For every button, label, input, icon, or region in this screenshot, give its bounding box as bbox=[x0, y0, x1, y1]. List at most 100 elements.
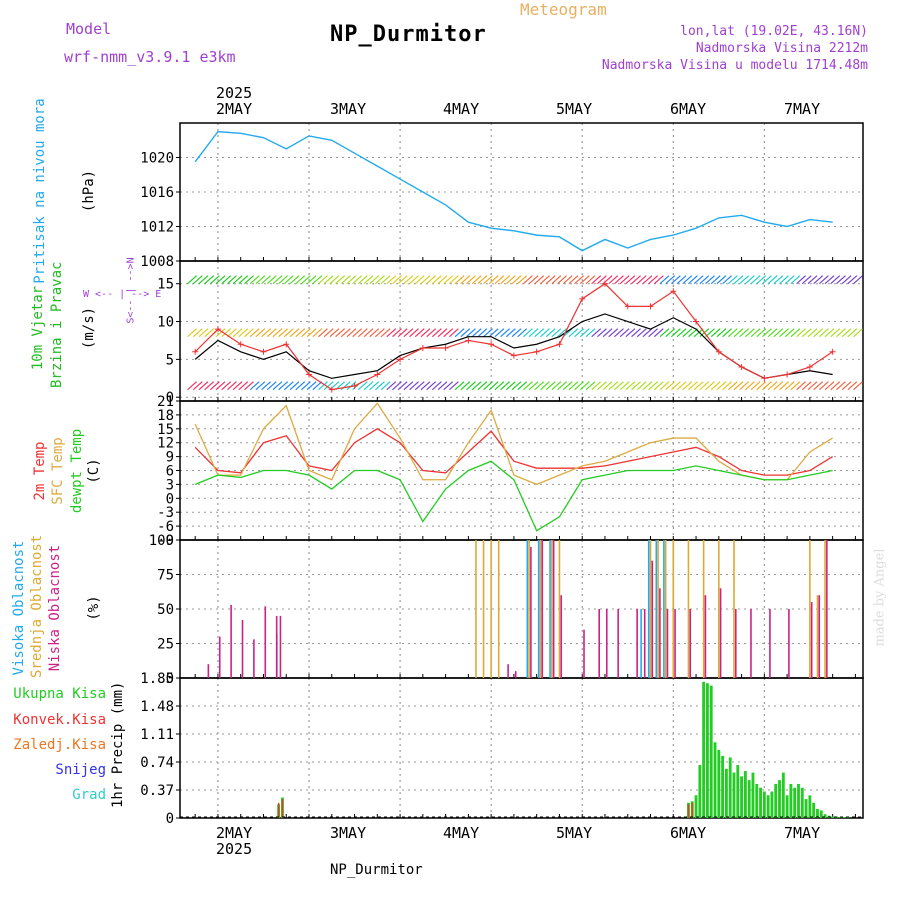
model-name: wrf-nmm_v3.9.1 e3km bbox=[64, 48, 236, 66]
wind-barb bbox=[255, 328, 266, 338]
wind-barb bbox=[796, 381, 806, 391]
wind-barb bbox=[232, 381, 243, 391]
wind-barb bbox=[511, 381, 522, 391]
wind-gust-marker bbox=[624, 303, 631, 310]
wind-barb bbox=[460, 381, 471, 391]
wind-gust-marker bbox=[510, 352, 517, 359]
precip-total-bar bbox=[823, 814, 827, 818]
wind-barb bbox=[261, 275, 271, 285]
wind-barb bbox=[392, 275, 402, 285]
wind-barb bbox=[437, 275, 448, 285]
wind-barb bbox=[682, 381, 693, 391]
day-bottom-3: 5MAY bbox=[556, 824, 593, 842]
wind-gust-marker bbox=[533, 348, 540, 355]
wind-barb bbox=[517, 275, 528, 285]
wind-barb bbox=[283, 328, 294, 338]
wind-barb bbox=[716, 381, 727, 391]
wind-barb bbox=[295, 381, 306, 391]
wind-barb bbox=[608, 328, 619, 338]
wind-barb bbox=[522, 328, 533, 338]
wind-barb bbox=[790, 328, 801, 338]
precip-total-bar bbox=[755, 783, 759, 818]
wind-barb bbox=[619, 381, 630, 391]
wind-barb bbox=[232, 275, 243, 285]
wind-barb bbox=[608, 381, 619, 391]
wind-gust-marker bbox=[397, 356, 404, 363]
wind-barb bbox=[238, 275, 249, 285]
wind-barb bbox=[340, 328, 351, 338]
wind-barb bbox=[266, 381, 277, 391]
precip-conv-bar bbox=[691, 802, 693, 818]
wind-barb bbox=[614, 381, 624, 391]
wind-barb bbox=[614, 328, 624, 338]
wind-gust-marker bbox=[465, 337, 472, 344]
wind-barb bbox=[653, 381, 664, 391]
wind-barb bbox=[574, 275, 585, 285]
wind-barb bbox=[585, 275, 596, 285]
wind-barb bbox=[591, 381, 602, 391]
precip-total-bar bbox=[785, 795, 789, 818]
wind-barb bbox=[483, 328, 493, 338]
wind-barb bbox=[818, 328, 829, 338]
precip-total-bar bbox=[694, 795, 698, 818]
wind-gust-marker bbox=[715, 348, 722, 355]
precip-total-bar bbox=[789, 783, 793, 818]
wind-barb bbox=[204, 275, 215, 285]
wind-barb bbox=[380, 381, 391, 391]
wind-gust-marker bbox=[761, 375, 768, 382]
wind-barb bbox=[716, 275, 727, 285]
wind-barb bbox=[204, 328, 215, 338]
precip-label-conv: Konvek.Kisa bbox=[13, 712, 106, 728]
wind-barb bbox=[631, 381, 641, 391]
wind-barb bbox=[779, 381, 789, 391]
y-tick-label: 5 bbox=[166, 352, 174, 368]
wind-barb bbox=[625, 381, 636, 391]
y-tick-label: -6 bbox=[157, 519, 174, 535]
wind-barb bbox=[500, 328, 511, 338]
wind-barb bbox=[517, 381, 528, 391]
wind-barb bbox=[357, 381, 368, 391]
wind-barb bbox=[375, 275, 385, 285]
wind-barb bbox=[727, 275, 738, 285]
precip-total-bar bbox=[804, 799, 808, 818]
wind-barb bbox=[227, 381, 237, 391]
wind-barb bbox=[739, 381, 750, 391]
pressure-line bbox=[194, 130, 833, 252]
wind-barb bbox=[557, 381, 567, 391]
wind-barb bbox=[369, 275, 380, 285]
wind-barb bbox=[187, 381, 197, 391]
wind-barb bbox=[665, 275, 676, 285]
wind-barb bbox=[813, 275, 824, 285]
wind-barb bbox=[784, 275, 795, 285]
wind-barb bbox=[454, 328, 465, 338]
wind-barb bbox=[363, 381, 374, 391]
wind-barb bbox=[209, 275, 220, 285]
wind-barb bbox=[830, 381, 841, 391]
precip-total-bar bbox=[808, 795, 812, 818]
wind-barb bbox=[369, 381, 380, 391]
temp-sfc-line bbox=[194, 402, 833, 486]
y-tick-label: 1.85 bbox=[140, 671, 174, 687]
wind-barb bbox=[841, 275, 852, 285]
wind-barb bbox=[352, 328, 363, 338]
wind-barb bbox=[346, 275, 357, 285]
wind-barb bbox=[653, 275, 664, 285]
precip-total-bar bbox=[797, 783, 800, 818]
wind-barb bbox=[528, 381, 539, 391]
precip-total-bar bbox=[721, 755, 725, 818]
wind-barb bbox=[471, 381, 482, 391]
wind-barb bbox=[505, 328, 516, 338]
precip-total-bar bbox=[732, 772, 736, 818]
wind-barb bbox=[187, 328, 197, 338]
wind-barb bbox=[591, 275, 602, 285]
wind-barb bbox=[329, 275, 340, 285]
precip-total-bar bbox=[743, 771, 747, 818]
wind-barb bbox=[648, 328, 659, 338]
wind-gust-marker bbox=[237, 341, 244, 348]
y-tick-label: 10 bbox=[157, 315, 174, 331]
wind-barb bbox=[767, 275, 778, 285]
wind-barb bbox=[688, 328, 698, 338]
wind-barb bbox=[631, 275, 641, 285]
precip-conv-bar bbox=[687, 804, 690, 818]
y-tick-label: 6 bbox=[166, 464, 174, 480]
